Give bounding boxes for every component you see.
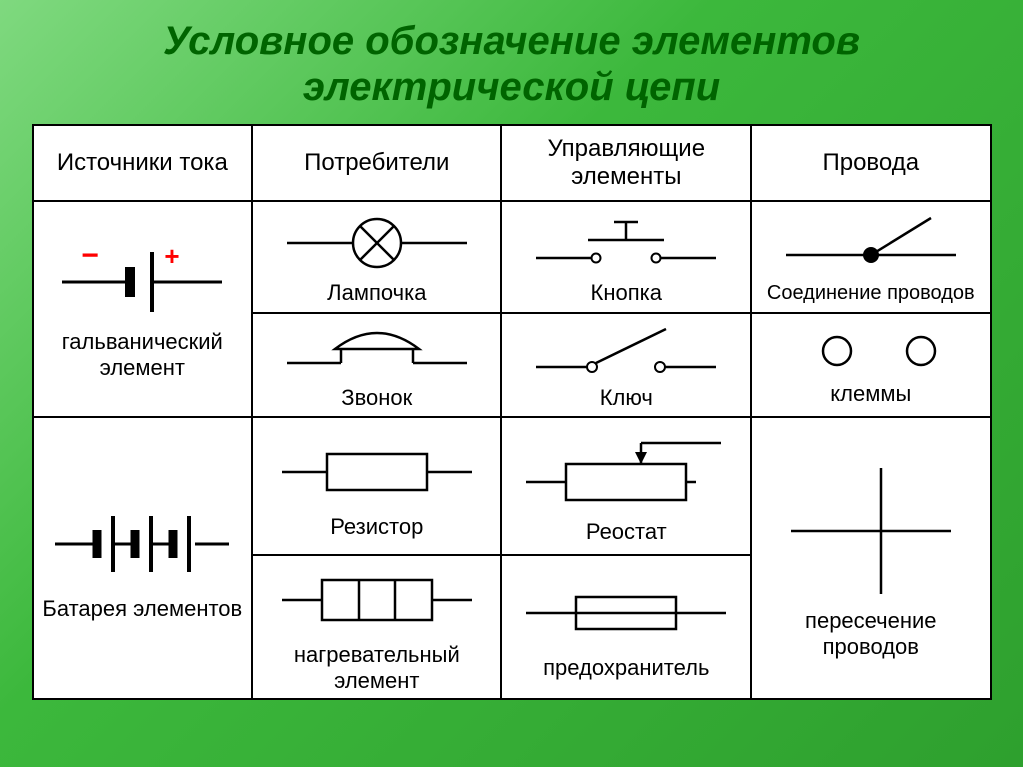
caption-battery: Батарея элементов — [42, 596, 242, 622]
page-title: Условное обозначение элементов электриче… — [163, 18, 860, 110]
page: Условное обозначение элементов электриче… — [0, 0, 1023, 767]
cell-junction: Соединение проводов — [751, 201, 990, 313]
title-line-1: Условное обозначение элементов — [163, 19, 860, 63]
caption-lamp: Лампочка — [327, 280, 426, 306]
pushbutton-icon — [526, 208, 726, 278]
caption-junction: Соединение проводов — [767, 282, 975, 305]
caption-heater: нагревательный элемент — [259, 642, 494, 694]
cell-crossing: пересечение проводов — [751, 417, 990, 699]
cell-lamp: Лампочка — [252, 201, 501, 313]
table-header-row: Источники тока Потребители Управляющие э… — [33, 125, 991, 201]
cell-button: Кнопка — [501, 201, 751, 313]
rheostat-icon — [516, 427, 736, 517]
caption-button: Кнопка — [591, 280, 662, 306]
cell-battery: Батарея элементов — [33, 417, 253, 699]
caption-resistor: Резистор — [330, 514, 423, 540]
caption-fuse: предохранитель — [543, 655, 709, 681]
terminals-icon — [771, 323, 971, 379]
switch-icon — [526, 319, 726, 383]
cell-galvanic: − + гальванический элемент — [33, 201, 253, 417]
title-line-2: электрической цепи — [303, 65, 720, 109]
lamp-icon — [277, 208, 477, 278]
cell-switch: Ключ — [501, 313, 751, 417]
caption-switch: Ключ — [600, 385, 653, 411]
galvanic-cell-icon: − + — [52, 237, 232, 327]
cell-rheostat: Реостат — [501, 417, 751, 555]
bell-icon — [277, 319, 477, 383]
cell-bell: Звонок — [252, 313, 501, 417]
svg-text:−: − — [82, 239, 100, 272]
heater-icon — [272, 560, 482, 640]
cell-heater: нагревательный элемент — [252, 555, 501, 699]
wire-junction-icon — [771, 210, 971, 280]
caption-rheostat: Реостат — [586, 519, 667, 545]
cell-fuse: предохранитель — [501, 555, 751, 699]
caption-terminals: клеммы — [830, 381, 911, 407]
cell-terminals: клеммы — [751, 313, 990, 417]
cell-resistor: Резистор — [252, 417, 501, 555]
header-sources: Источники тока — [33, 125, 253, 201]
caption-galvanic: гальванический элемент — [40, 329, 246, 381]
header-consumers: Потребители — [252, 125, 501, 201]
symbols-table: Источники тока Потребители Управляющие э… — [32, 124, 992, 700]
svg-text:+: + — [165, 241, 180, 271]
caption-crossing: пересечение проводов — [758, 608, 983, 660]
battery-icon — [47, 494, 237, 594]
caption-bell: Звонок — [341, 385, 412, 411]
resistor-icon — [272, 432, 482, 512]
fuse-icon — [516, 573, 736, 653]
wire-crossing-icon — [771, 456, 971, 606]
header-wires: Провода — [751, 125, 990, 201]
header-controls: Управляющие элементы — [501, 125, 751, 201]
